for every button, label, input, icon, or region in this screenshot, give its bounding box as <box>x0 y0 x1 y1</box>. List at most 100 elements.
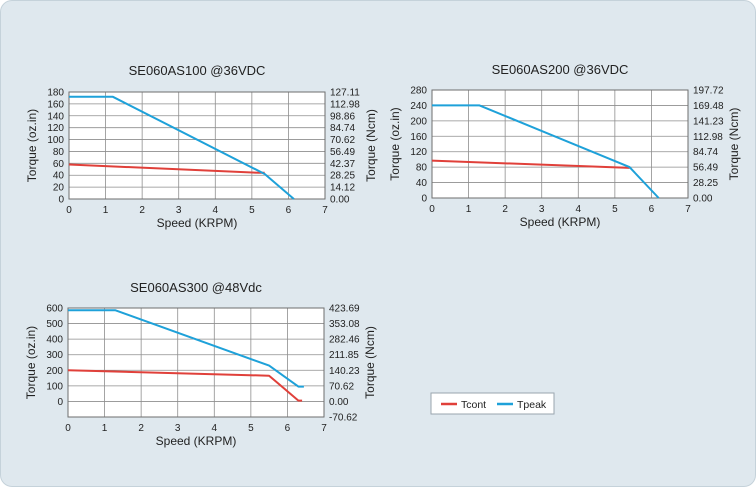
y2-tick-label: 42.37 <box>330 159 355 170</box>
y2-tick-label: 28.25 <box>330 171 355 182</box>
chart-se060as300: 0 1 2 3 4 5 6 7 0 100 200 300 400 500 600 -70.62 0.00 70.… <box>24 280 377 448</box>
y2-tick-label: 0.00 <box>693 194 713 205</box>
y-tick-label: 160 <box>47 99 64 110</box>
y-tick-label: 100 <box>46 381 63 392</box>
x-tick-label: 6 <box>285 423 291 434</box>
y-tick-label: 40 <box>416 178 428 189</box>
x-tick-label: 5 <box>248 423 254 434</box>
y2-axis-label: Torque (Ncm) <box>363 326 377 399</box>
x-tick-label: 6 <box>649 204 655 215</box>
x-axis-label: Speed (KRPM) <box>156 434 237 448</box>
y2-tick-label: 0.00 <box>330 195 350 206</box>
y-tick-label: 60 <box>53 159 65 170</box>
chart-title: SE060AS100 @36VDC <box>129 63 266 78</box>
x-tick-label: 6 <box>286 205 292 216</box>
x-tick-label: 3 <box>539 204 545 215</box>
legend: Tcont Tpeak <box>430 392 555 415</box>
y2-axis-label: Torque (Ncm) <box>727 108 741 181</box>
legend-label-tpeak: Tpeak <box>517 399 547 411</box>
y-tick-label: 120 <box>47 123 64 134</box>
plot-border <box>68 91 326 200</box>
y-tick-label: 280 <box>410 86 427 97</box>
y2-tick-label: 84.74 <box>693 147 718 158</box>
y2-tick-label: 84.74 <box>330 123 355 134</box>
y-tick-label: 400 <box>46 335 63 346</box>
x-tick-label: 2 <box>502 204 508 215</box>
y2-tick-label: 423.69 <box>329 304 360 315</box>
chart-title: SE060AS300 @48Vdc <box>130 280 262 295</box>
y2-tick-label: 98.86 <box>330 111 355 122</box>
y-axis-label: Torque (oz.in) <box>24 326 38 399</box>
x-tick-label: 7 <box>685 204 691 215</box>
x-axis-label: Speed (KRPM) <box>520 215 601 229</box>
y-tick-label: 140 <box>47 111 64 122</box>
y2-tick-label: 56.49 <box>693 163 718 174</box>
y2-axis-label: Torque (Ncm) <box>364 109 378 182</box>
y-tick-label: 240 <box>410 101 427 112</box>
x-tick-label: 1 <box>466 204 472 215</box>
series-line-tpeak <box>68 309 304 388</box>
y2-tick-label: 127.11 <box>330 88 360 99</box>
y2-tick-label: 140.23 <box>329 366 360 377</box>
y2-tick-label: 353.08 <box>329 319 360 330</box>
x-tick-label: 4 <box>213 205 219 216</box>
y-tick-label: 0 <box>57 397 63 408</box>
x-tick-label: 3 <box>176 205 182 216</box>
y-tick-label: 80 <box>53 147 65 158</box>
y2-tick-label: 211.85 <box>329 350 359 361</box>
y-tick-label: 120 <box>410 147 427 158</box>
legend-box <box>430 392 555 415</box>
y-tick-label: 300 <box>46 350 63 361</box>
y-tick-label: 0 <box>421 194 427 205</box>
chart-title: SE060AS200 @36VDC <box>492 62 629 77</box>
y-tick-label: 80 <box>416 163 428 174</box>
y2-tick-label: -70.62 <box>329 413 358 424</box>
y2-tick-label: 197.72 <box>693 86 724 97</box>
y-tick-label: 0 <box>58 195 64 206</box>
legend-label-tcont: Tcont <box>461 399 486 411</box>
series-line-tcont <box>67 369 303 402</box>
x-tick-label: 5 <box>612 204 618 215</box>
series-line-tpeak <box>69 95 295 200</box>
y-tick-label: 20 <box>53 183 65 194</box>
y2-tick-label: 56.49 <box>330 147 355 158</box>
x-tick-label: 4 <box>576 204 582 215</box>
x-tick-label: 1 <box>102 423 108 434</box>
plot-area <box>69 92 325 199</box>
x-tick-label: 4 <box>212 423 218 434</box>
y-tick-label: 200 <box>410 116 427 127</box>
y-tick-label: 160 <box>410 132 427 143</box>
y2-tick-label: 0.00 <box>329 397 349 408</box>
x-tick-label: 3 <box>175 423 181 434</box>
plot-border <box>67 307 325 418</box>
y2-tick-label: 70.62 <box>329 381 354 392</box>
x-tick-label: 7 <box>322 205 328 216</box>
y2-tick-label: 28.25 <box>693 178 718 189</box>
y2-tick-label: 112.98 <box>330 99 360 110</box>
y-tick-label: 600 <box>46 304 63 315</box>
chart-se060as200: 0 1 2 3 4 5 6 7 0 40 80 120 160 200 240 280 0.00 28.25 56.… <box>388 62 741 229</box>
y-tick-label: 200 <box>46 366 63 377</box>
x-tick-label: 0 <box>66 205 72 216</box>
y-tick-label: 500 <box>46 319 63 330</box>
x-tick-label: 0 <box>65 423 71 434</box>
y2-tick-label: 70.62 <box>330 135 355 146</box>
y-tick-label: 100 <box>47 135 64 146</box>
y-tick-label: 180 <box>47 88 64 99</box>
plot-area <box>432 90 688 198</box>
y2-tick-label: 282.46 <box>329 335 360 346</box>
x-tick-label: 5 <box>249 205 255 216</box>
y-tick-label: 40 <box>53 171 65 182</box>
y-axis-label: Torque (oz.in) <box>25 109 39 182</box>
series-line-tpeak <box>432 104 660 199</box>
y2-tick-label: 141.23 <box>693 116 724 127</box>
plot-border <box>431 89 689 199</box>
y2-tick-label: 112.98 <box>693 132 723 143</box>
x-tick-label: 1 <box>103 205 109 216</box>
y2-tick-label: 14.12 <box>330 183 355 194</box>
y2-tick-label: 169.48 <box>693 101 724 112</box>
plot-area <box>68 308 324 417</box>
